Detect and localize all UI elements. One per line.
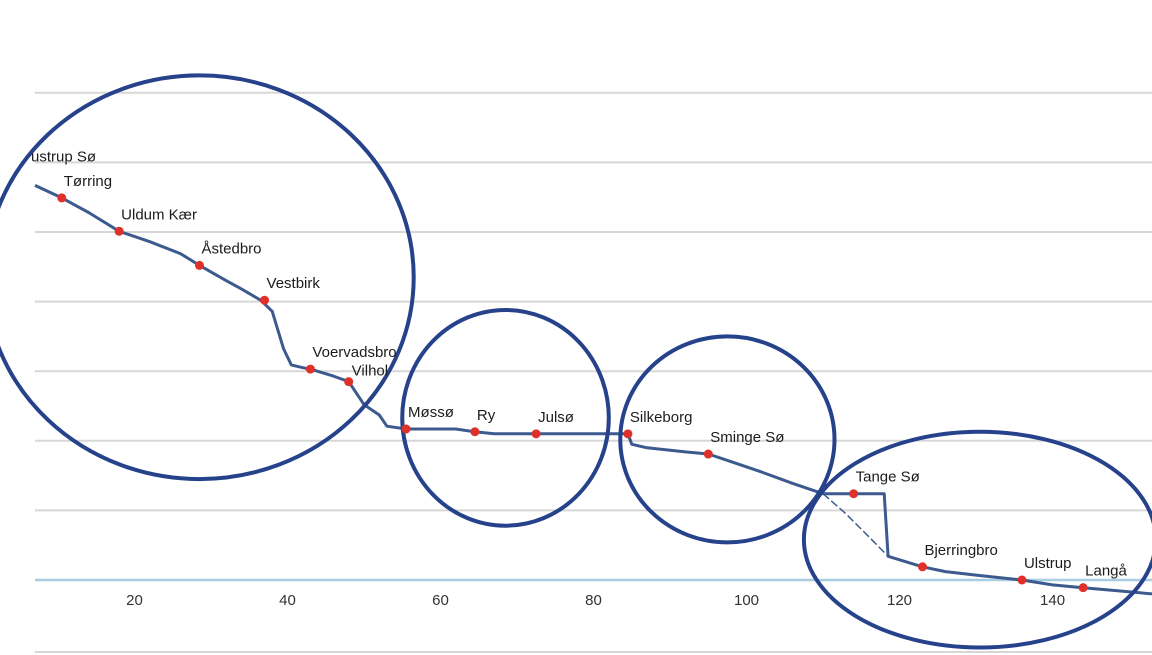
data-point (401, 424, 411, 434)
data-point (305, 364, 315, 374)
place-label: ustrup Sø (31, 148, 96, 165)
x-tick-label: 60 (432, 592, 449, 609)
highlight-ring (0, 73, 416, 482)
place-label: Møssø (408, 404, 454, 421)
x-tick-label: 20 (126, 592, 143, 609)
data-point (1017, 575, 1027, 585)
data-point (703, 449, 713, 459)
data-point (1078, 583, 1088, 593)
place-label: Vestbirk (267, 275, 321, 292)
data-point (114, 226, 124, 236)
x-tick-label: 100 (734, 592, 759, 609)
data-point (470, 427, 480, 437)
place-label: Voervadsbro (312, 344, 396, 361)
x-tick-label: 120 (887, 592, 912, 609)
place-label: Vilhol (352, 363, 388, 380)
data-point (849, 489, 859, 499)
data-point (57, 193, 67, 203)
place-label: Tørring (64, 173, 112, 190)
place-label: Ry (477, 407, 496, 424)
x-tick-label: 40 (279, 592, 296, 609)
data-points (57, 193, 1088, 593)
place-label: Åstedbro (201, 240, 261, 257)
highlight-rings (0, 73, 1152, 650)
place-label: Silkeborg (630, 409, 693, 426)
x-tick-label: 80 (585, 592, 602, 609)
place-label: Bjerringbro (924, 542, 997, 559)
grid-lines (35, 91, 1152, 653)
place-label: Sminge Sø (710, 429, 784, 446)
data-point (917, 562, 927, 572)
x-axis-ticks: 20 40 60 80 100 120 140 (126, 592, 1065, 609)
place-label: Julsø (538, 409, 574, 426)
data-point (623, 429, 633, 439)
data-point (260, 295, 270, 305)
place-label: Ulstrup (1024, 555, 1072, 572)
profile-line-alternate (822, 493, 889, 557)
x-tick-label: 140 (1040, 592, 1065, 609)
data-point (194, 260, 204, 270)
highlight-ring (618, 334, 837, 545)
place-label: Uldum Kær (121, 206, 197, 223)
data-point (344, 377, 354, 387)
series-lines (34, 184, 1152, 596)
profile-line (34, 184, 1152, 596)
data-point (531, 429, 541, 439)
place-label: Tange Sø (856, 469, 920, 486)
place-label: Langå (1085, 563, 1127, 580)
highlight-ring (801, 429, 1152, 650)
highlight-ring (400, 307, 611, 528)
